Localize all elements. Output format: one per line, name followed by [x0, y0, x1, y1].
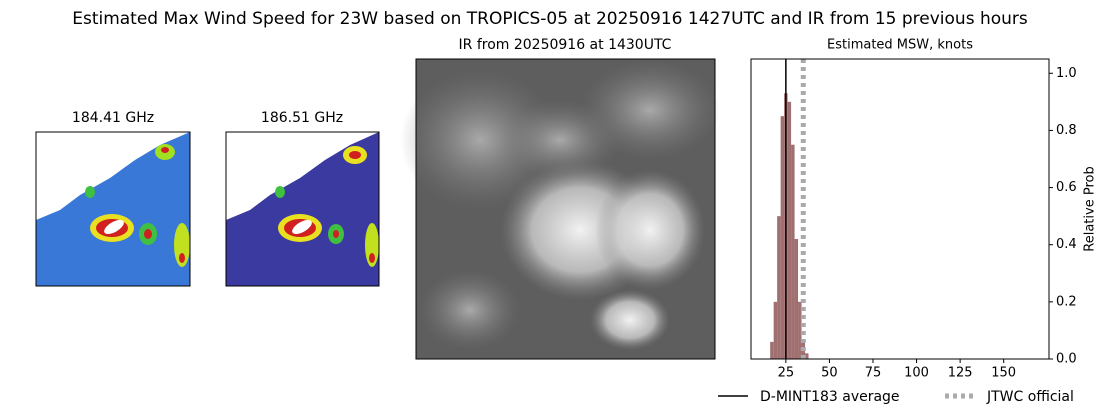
x-tick-label: 100	[904, 366, 929, 381]
plot-area	[770, 59, 809, 360]
bar	[798, 301, 802, 359]
x-tick-label: 25	[778, 366, 795, 381]
y-tick-label: 1.0	[1056, 66, 1077, 81]
plot-frame	[750, 58, 1050, 360]
chart-title: Estimated MSW, knots	[827, 38, 973, 53]
y-tick-label: 0.4	[1056, 237, 1077, 252]
panel-title: 186.51 GHz	[261, 110, 343, 126]
y-tick-label: 0.2	[1056, 294, 1077, 309]
legend-label: D-MINT183 average	[760, 389, 900, 405]
microwave-image	[35, 131, 191, 287]
panel-title: 184.41 GHz	[72, 110, 154, 126]
bar	[791, 144, 795, 359]
microwave-image	[225, 131, 380, 287]
panel-title: IR from 20250916 at 1430UTC	[459, 37, 672, 53]
y-tick-label: 0.8	[1056, 123, 1077, 138]
bar	[805, 353, 809, 359]
bar	[773, 301, 778, 359]
x-tick-label: 125	[948, 366, 973, 381]
y-tick-label: 0.0	[1056, 352, 1077, 367]
ir-image	[400, 58, 720, 360]
x-tick-label: 150	[991, 366, 1016, 381]
bar	[770, 341, 774, 359]
legend-label: JTWC official	[986, 389, 1074, 405]
x-tick-label: 50	[821, 366, 838, 381]
y-tick-label: 0.6	[1056, 180, 1077, 195]
bar	[777, 216, 781, 359]
bar	[780, 116, 785, 360]
figure-title: Estimated Max Wind Speed for 23W based o…	[72, 9, 1028, 29]
y-axis-label: Relative Prob	[1083, 166, 1098, 251]
bar	[787, 101, 792, 359]
x-tick-label: 75	[865, 366, 882, 381]
bar	[794, 239, 799, 359]
